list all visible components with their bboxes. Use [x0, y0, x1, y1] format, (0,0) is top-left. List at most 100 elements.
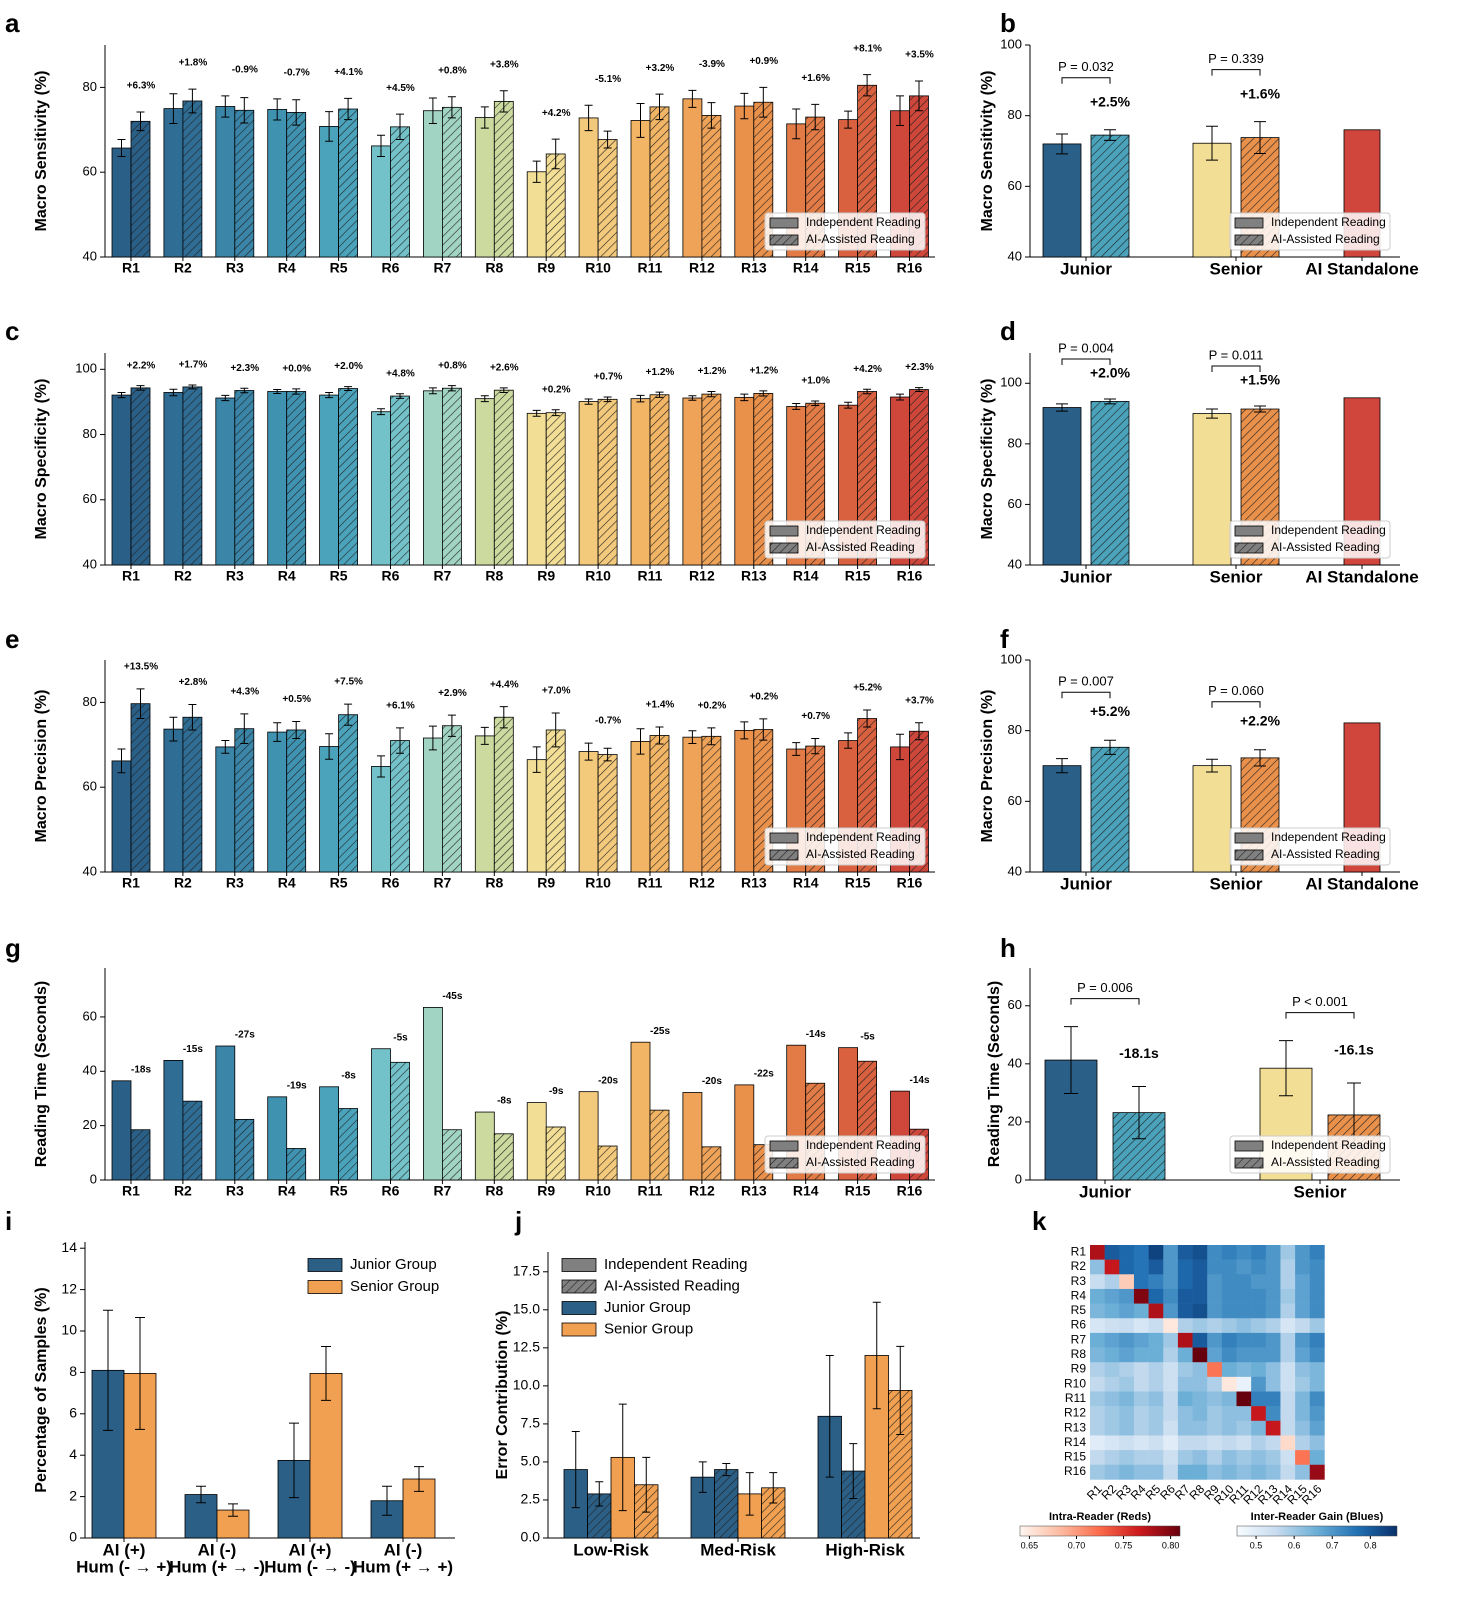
error-bar: [595, 1481, 604, 1507]
significance-bracket: [1285, 1012, 1355, 1019]
significance-bracket: [1061, 77, 1111, 84]
bar: [111, 394, 132, 566]
heatmap-cell: [1148, 1406, 1164, 1422]
error-bar: [325, 391, 334, 399]
legend-label: Senior Group: [350, 1278, 439, 1295]
error-bar: [169, 388, 178, 397]
heatmap-cell: [1163, 1288, 1179, 1304]
bar: [1090, 134, 1130, 258]
heatmap-cell: [1207, 1464, 1223, 1480]
heatmap-cell: [1119, 1391, 1135, 1407]
legend-frame: [764, 520, 926, 559]
error-bar: [136, 688, 145, 720]
heatmap-cell: [1295, 1406, 1311, 1422]
error-bar: [844, 401, 853, 409]
bar: [319, 126, 340, 258]
error-bar: [117, 139, 126, 158]
heatmap-cell: [1177, 1303, 1193, 1319]
delta-label: +1.2%: [646, 367, 675, 378]
error-bar: [136, 111, 145, 132]
heatmap-cell: [1090, 1391, 1105, 1407]
error-bar: [325, 111, 334, 142]
heatmap-cell: [1251, 1274, 1267, 1290]
heatmap-cell: [1192, 1303, 1208, 1319]
delta-label: +8.1%: [853, 43, 882, 54]
bar: [111, 760, 132, 873]
heatmap-cell: [1192, 1450, 1208, 1466]
heatmap-cell: [1280, 1347, 1296, 1363]
heatmap-cell: [1133, 1391, 1149, 1407]
x-tick-label: R10: [585, 568, 611, 584]
panel-label: k: [1032, 1206, 1047, 1236]
delta-label: +2.3%: [905, 362, 934, 373]
heatmap-cell: [1090, 1288, 1105, 1304]
heatmap-cell: [1280, 1391, 1296, 1407]
y-tick-label: 0: [1015, 1171, 1022, 1186]
heatmap-cell: [1236, 1303, 1252, 1319]
error-bar: [428, 387, 437, 395]
bar: [597, 139, 618, 258]
error-bar: [896, 393, 904, 401]
heatmap-cell: [1295, 1303, 1311, 1319]
error-bar: [532, 409, 541, 417]
x-tick-label: R8: [485, 875, 503, 891]
bar: [597, 1145, 618, 1181]
heatmap-cell: [1280, 1274, 1296, 1290]
bar: [597, 754, 618, 873]
heatmap-cell: [1309, 1347, 1325, 1363]
x-tick-label: R16: [897, 875, 923, 891]
delta-label: -14s: [909, 1075, 929, 1086]
heatmap-cell: [1295, 1362, 1311, 1378]
heatmap-cell: [1295, 1435, 1311, 1451]
bar: [1192, 765, 1232, 873]
heatmap-cell: [1309, 1450, 1325, 1466]
delta-label: +3.8%: [490, 59, 519, 70]
error-bar: [188, 704, 197, 731]
heatmap-cell: [1104, 1259, 1120, 1275]
heatmap-cell: [1295, 1464, 1311, 1480]
heatmap-cell: [1192, 1245, 1208, 1260]
heatmap-cell: [1163, 1435, 1179, 1451]
x-tick-label: Med-Risk: [700, 1540, 776, 1559]
y-tick-label: 0: [90, 1171, 97, 1186]
heatmap-cell: [1251, 1245, 1267, 1260]
heatmap-cell: [1221, 1288, 1237, 1304]
bar: [441, 1129, 462, 1181]
x-tick-label: R13: [741, 568, 767, 584]
delta-label: -14s: [806, 1029, 826, 1040]
colorbar: [1019, 1525, 1181, 1537]
error-bar: [325, 733, 334, 760]
delta-label: -20s: [598, 1075, 618, 1086]
bar: [130, 120, 151, 258]
heatmap-cell: [1309, 1376, 1325, 1392]
bar: [649, 106, 670, 258]
delta-label: +1.0%: [801, 376, 830, 387]
heatmap-cell: [1265, 1406, 1281, 1422]
heatmap-cell: [1148, 1259, 1164, 1275]
heatmap-cell: [1309, 1259, 1325, 1275]
delta-label: +3.5%: [905, 50, 934, 61]
legend-swatch: [769, 1140, 799, 1152]
delta-label: -19s: [287, 1080, 307, 1091]
x-tick-label: AI Standalone: [1305, 259, 1418, 278]
heatmap-cell: [1163, 1376, 1179, 1392]
heatmap-cell: [1207, 1362, 1223, 1378]
delta-label: +4.5%: [386, 83, 415, 94]
colorbar-tick-label: 0.5: [1250, 1540, 1263, 1550]
heatmap-cell: [1163, 1332, 1179, 1348]
error-bar: [849, 1443, 858, 1499]
delta-label: +1.4%: [646, 700, 675, 711]
x-tick-label: R6: [382, 875, 400, 891]
bar: [474, 735, 495, 873]
heatmap-cell: [1192, 1391, 1208, 1407]
heatmap-cell: [1295, 1332, 1311, 1348]
bar: [130, 1129, 151, 1181]
legend-label: AI-Assisted Reading: [604, 1277, 740, 1294]
heatmap-cell: [1133, 1464, 1149, 1480]
y-tick-label: 12.5: [513, 1339, 540, 1355]
heatmap-cell: [1104, 1332, 1120, 1348]
heatmap-cell: [1119, 1435, 1135, 1451]
heatmap-cell: [1090, 1450, 1105, 1466]
bar: [234, 728, 255, 873]
heatmap-cell: [1309, 1303, 1325, 1319]
